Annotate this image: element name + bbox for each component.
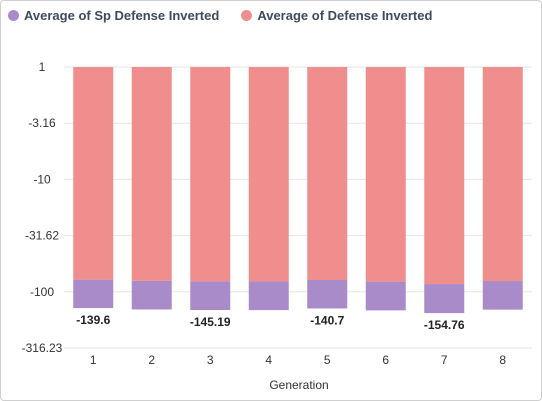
bar-sp-defense[interactable] (424, 284, 465, 314)
x-tick-label: 3 (207, 353, 214, 367)
bar-defense[interactable] (131, 67, 172, 281)
x-tick-label: 2 (148, 353, 155, 367)
data-label: -140.7 (310, 313, 344, 327)
data-label: -139.6 (76, 313, 110, 327)
bar-sp-defense[interactable] (131, 280, 172, 310)
x-tick-label: 6 (382, 353, 389, 367)
bar-defense[interactable] (248, 67, 289, 282)
legend-swatch-defense (241, 9, 253, 21)
y-tick-label: -31.62 (25, 229, 59, 243)
x-tick-label: 8 (499, 353, 506, 367)
bars (73, 67, 523, 314)
y-tick-label: 1 (39, 60, 46, 74)
bar-defense[interactable] (365, 67, 406, 282)
data-label: -145.19 (190, 315, 231, 329)
y-axis-ticks: 1 -3.16 -10 -31.62 -100 -316.23 (22, 60, 63, 355)
x-tick-label: 1 (90, 353, 97, 367)
bar-sp-defense[interactable] (365, 281, 406, 311)
bar-defense[interactable] (190, 67, 231, 282)
bar-sp-defense[interactable] (307, 279, 348, 309)
y-tick-label: -3.16 (28, 116, 56, 130)
x-axis-ticks: 1 2 3 4 5 6 7 8 (90, 353, 507, 367)
legend: Average of Sp Defense Inverted Average o… (8, 6, 432, 24)
x-axis-title: Generation (269, 378, 328, 392)
bar-sp-defense[interactable] (73, 279, 114, 309)
y-tick-label: -316.23 (22, 341, 63, 355)
bar-sp-defense[interactable] (248, 281, 289, 311)
bar-sp-defense[interactable] (482, 281, 523, 310)
x-tick-label: 5 (324, 353, 331, 367)
legend-item-sp-defense[interactable]: Average of Sp Defense Inverted (8, 8, 219, 23)
bar-defense[interactable] (307, 67, 348, 280)
legend-swatch-sp-defense (8, 9, 19, 21)
y-tick-label: -100 (30, 285, 54, 299)
x-tick-label: 7 (441, 353, 448, 367)
legend-item-defense[interactable]: Average of Defense Inverted (241, 8, 432, 23)
bar-defense[interactable] (424, 67, 465, 285)
bar-defense[interactable] (482, 67, 523, 282)
y-tick-label: -10 (33, 172, 51, 186)
data-labels: -139.6 -145.19 -140.7 -154.76 (76, 313, 465, 332)
bar-defense[interactable] (73, 67, 114, 280)
x-tick-label: 4 (265, 353, 272, 367)
legend-label-defense: Average of Defense Inverted (257, 7, 433, 23)
legend-label-sp-defense: Average of Sp Defense Inverted (24, 7, 220, 23)
data-label: -154.76 (424, 318, 465, 332)
bar-sp-defense[interactable] (190, 281, 231, 311)
